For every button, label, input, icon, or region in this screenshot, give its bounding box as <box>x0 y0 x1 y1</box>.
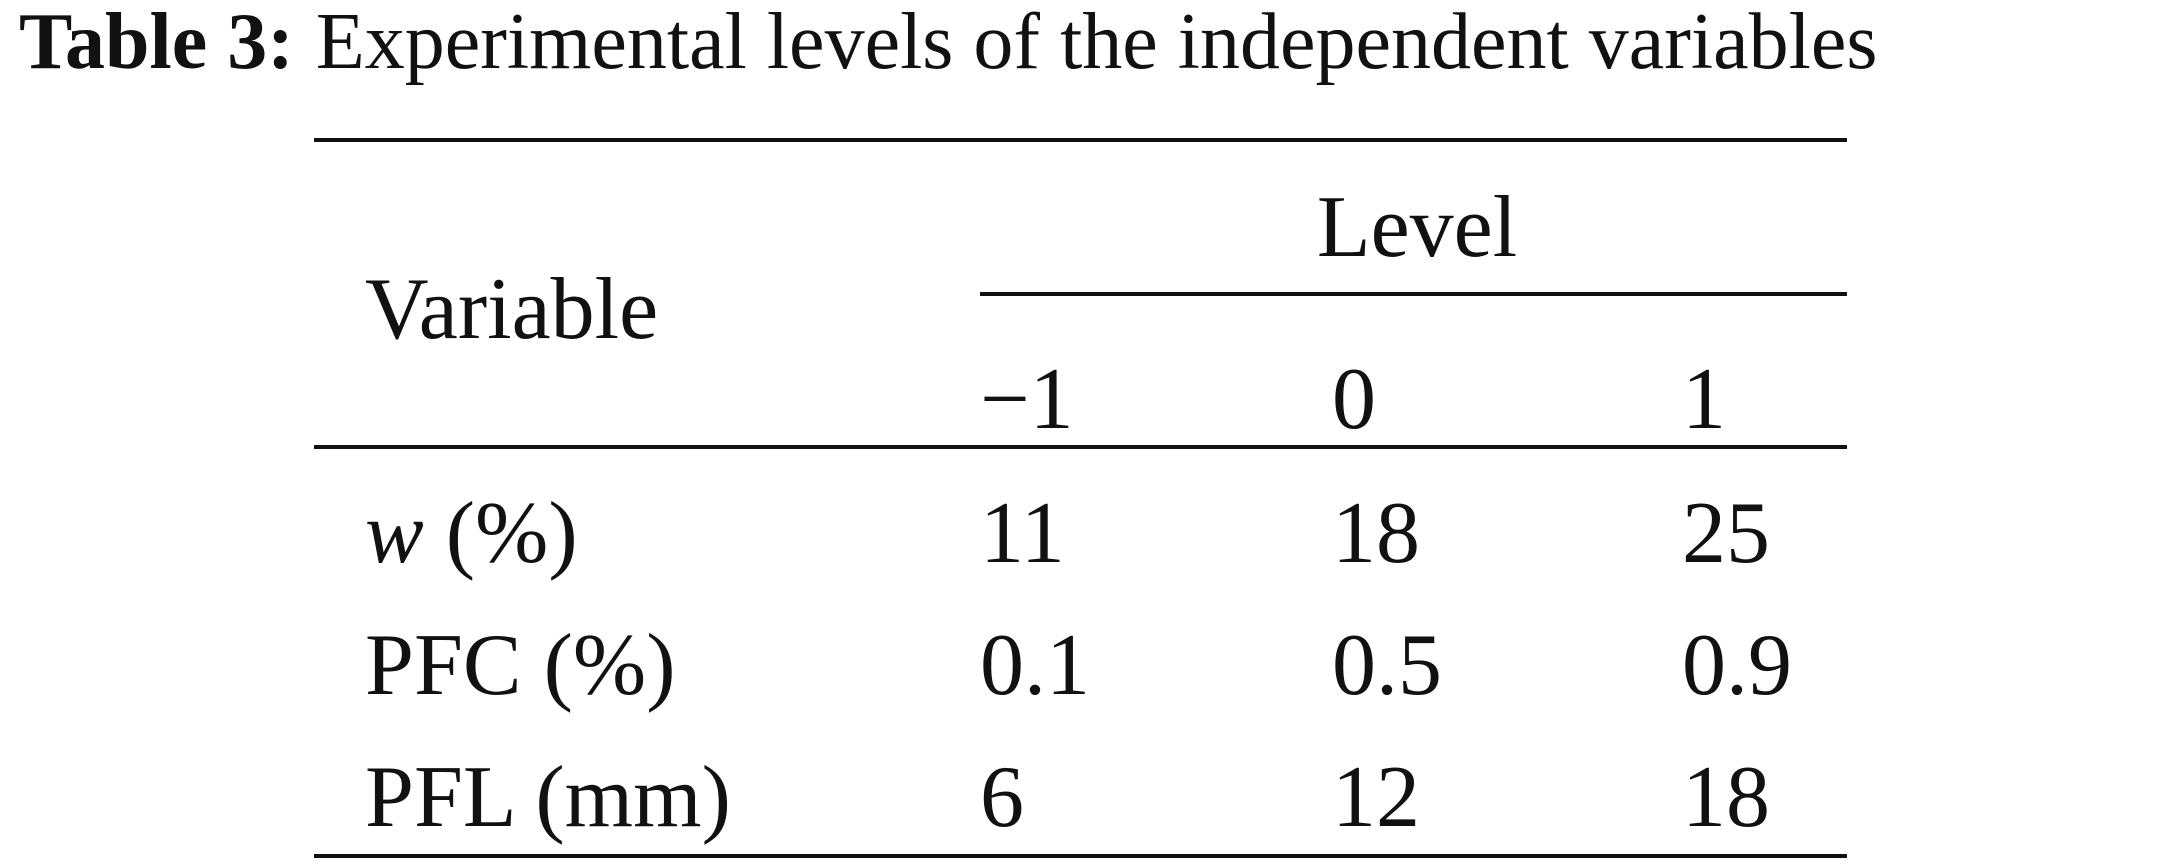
cell: 18 <box>1332 485 1420 582</box>
row-label: PFC (%) <box>365 617 676 714</box>
level-header: Level <box>1317 179 1517 276</box>
row-label: w (%) <box>365 485 578 582</box>
cell: 18 <box>1682 749 1770 846</box>
level-label: 0 <box>1332 351 1376 448</box>
cell: 6 <box>980 749 1024 846</box>
caption-text: Experimental levels of the independent v… <box>316 0 1878 86</box>
level-label: −1 <box>980 351 1074 448</box>
level-label: 1 <box>1682 351 1726 448</box>
cell: 0.9 <box>1682 617 1792 714</box>
variable-symbol: w <box>365 485 424 582</box>
row-label: PFL (mm) <box>365 749 731 846</box>
cell: 0.5 <box>1332 617 1442 714</box>
caption-label: Table 3: <box>19 0 294 86</box>
caption: Table 3: Experimental levels of the indep… <box>19 0 1878 86</box>
cell: 12 <box>1332 749 1420 846</box>
cell: 25 <box>1682 485 1770 582</box>
variable-unit: (%) <box>446 485 578 582</box>
variable-header: Variable <box>365 261 658 358</box>
cell: 11 <box>980 485 1065 582</box>
cell: 0.1 <box>980 617 1090 714</box>
